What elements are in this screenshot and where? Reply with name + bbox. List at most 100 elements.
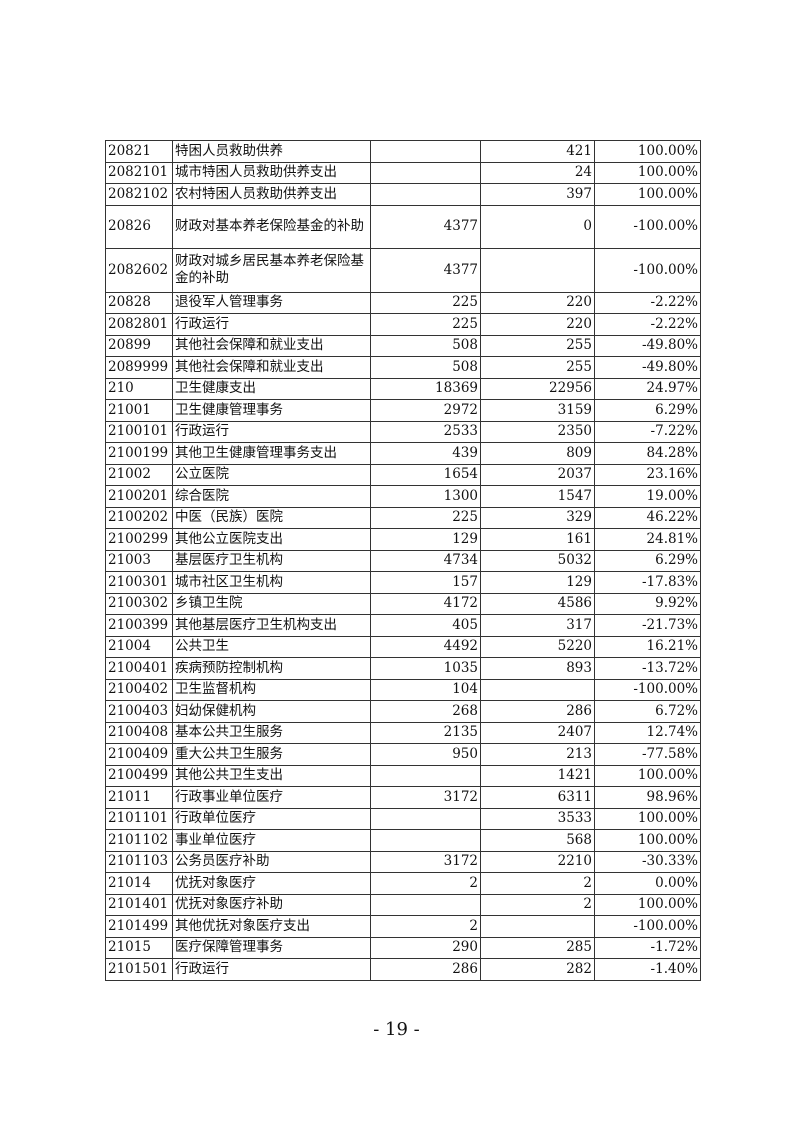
table-row: 20899 其他社会保障和就业支出 508 255 -49.80% <box>105 334 701 357</box>
table-row: 2082101 城市特困人员救助供养支出 24 100.00% <box>105 161 701 184</box>
prior-amount-cell: 4734 <box>370 549 481 572</box>
change-percent-cell: 24.97% <box>594 377 701 400</box>
item-name-cell: 基本公共卫生服务 <box>172 721 371 744</box>
change-percent-cell: 6.29% <box>594 549 701 572</box>
page-number: - 19 - <box>373 1019 420 1040</box>
current-amount-cell: 1547 <box>480 485 595 508</box>
change-percent-cell: 84.28% <box>594 442 701 465</box>
change-percent-cell: -7.22% <box>594 420 701 443</box>
item-name-cell: 城市社区卫生机构 <box>172 571 371 594</box>
item-code-cell: 210 <box>105 377 173 400</box>
current-amount-cell: 3159 <box>480 399 595 422</box>
table-row: 2082102 农村特困人员救助供养支出 397 100.00% <box>105 183 701 206</box>
current-amount-cell: 5220 <box>480 635 595 658</box>
item-code-cell: 21001 <box>105 399 173 422</box>
table-row: 2100499 其他公共卫生支出 1421 100.00% <box>105 764 701 787</box>
item-name-cell: 农村特困人员救助供养支出 <box>172 183 371 206</box>
item-name-cell: 其他公立医院支出 <box>172 528 371 551</box>
table-row: 2101401 优抚对象医疗补助 2 100.00% <box>105 893 701 916</box>
item-code-cell: 2100101 <box>105 420 173 443</box>
current-amount-cell: 286 <box>480 700 595 723</box>
item-code-cell: 2101103 <box>105 850 173 873</box>
current-amount-cell: 2407 <box>480 721 595 744</box>
item-name-cell: 其他基层医疗卫生机构支出 <box>172 614 371 637</box>
table-row: 21004 公共卫生 4492 5220 16.21% <box>105 635 701 658</box>
change-percent-cell: 23.16% <box>594 463 701 486</box>
change-percent-cell: 100.00% <box>594 764 701 787</box>
item-name-cell: 卫生监督机构 <box>172 678 371 701</box>
current-amount-cell <box>480 915 595 938</box>
current-amount-cell: 4586 <box>480 592 595 615</box>
prior-amount-cell: 4377 <box>370 248 481 293</box>
change-percent-cell: -100.00% <box>594 204 701 249</box>
change-percent-cell: 100.00% <box>594 183 701 206</box>
table-row: 2101101 行政单位医疗 3533 100.00% <box>105 807 701 830</box>
item-code-cell: 2101401 <box>105 893 173 916</box>
table-row: 2100301 城市社区卫生机构 157 129 -17.83% <box>105 571 701 594</box>
prior-amount-cell <box>370 183 481 206</box>
table-row: 2100199 其他卫生健康管理事务支出 439 809 84.28% <box>105 442 701 465</box>
table-row: 21014 优抚对象医疗 2 2 0.00% <box>105 872 701 895</box>
change-percent-cell: -100.00% <box>594 915 701 938</box>
prior-amount-cell <box>370 807 481 830</box>
table-row: 21002 公立医院 1654 2037 23.16% <box>105 463 701 486</box>
item-name-cell: 行政运行 <box>172 958 371 981</box>
item-name-cell: 乡镇卫生院 <box>172 592 371 615</box>
item-code-cell: 2100499 <box>105 764 173 787</box>
prior-amount-cell: 18369 <box>370 377 481 400</box>
prior-amount-cell: 2135 <box>370 721 481 744</box>
current-amount-cell: 282 <box>480 958 595 981</box>
change-percent-cell: 9.92% <box>594 592 701 615</box>
current-amount-cell: 161 <box>480 528 595 551</box>
item-name-cell: 优抚对象医疗补助 <box>172 893 371 916</box>
change-percent-cell: -77.58% <box>594 743 701 766</box>
item-code-cell: 20828 <box>105 291 173 314</box>
current-amount-cell: 809 <box>480 442 595 465</box>
prior-amount-cell: 405 <box>370 614 481 637</box>
table-row: 2100302 乡镇卫生院 4172 4586 9.92% <box>105 592 701 615</box>
change-percent-cell: -21.73% <box>594 614 701 637</box>
item-code-cell: 2100399 <box>105 614 173 637</box>
item-name-cell: 行政运行 <box>172 420 371 443</box>
change-percent-cell: 100.00% <box>594 829 701 852</box>
item-name-cell: 公共卫生 <box>172 635 371 658</box>
item-code-cell: 21003 <box>105 549 173 572</box>
item-code-cell: 20826 <box>105 204 173 249</box>
current-amount-cell: 5032 <box>480 549 595 572</box>
item-code-cell: 2100401 <box>105 657 173 680</box>
change-percent-cell: 16.21% <box>594 635 701 658</box>
prior-amount-cell <box>370 893 481 916</box>
item-code-cell: 2100299 <box>105 528 173 551</box>
prior-amount-cell: 950 <box>370 743 481 766</box>
item-code-cell: 2100301 <box>105 571 173 594</box>
change-percent-cell: -49.80% <box>594 356 701 379</box>
table-row: 2101102 事业单位医疗 568 100.00% <box>105 829 701 852</box>
current-amount-cell: 220 <box>480 313 595 336</box>
prior-amount-cell: 3172 <box>370 786 481 809</box>
table-row: 21003 基层医疗卫生机构 4734 5032 6.29% <box>105 549 701 572</box>
prior-amount-cell: 286 <box>370 958 481 981</box>
item-name-cell: 城市特困人员救助供养支出 <box>172 161 371 184</box>
table-row: 21015 医疗保障管理事务 290 285 -1.72% <box>105 936 701 959</box>
item-name-cell: 公务员医疗补助 <box>172 850 371 873</box>
item-code-cell: 2082602 <box>105 248 173 293</box>
table-row: 2100408 基本公共卫生服务 2135 2407 12.74% <box>105 721 701 744</box>
item-code-cell: 2100199 <box>105 442 173 465</box>
prior-amount-cell: 129 <box>370 528 481 551</box>
item-name-cell: 特困人员救助供养 <box>172 140 371 163</box>
item-code-cell: 2082801 <box>105 313 173 336</box>
change-percent-cell: 98.96% <box>594 786 701 809</box>
current-amount-cell: 2210 <box>480 850 595 873</box>
item-code-cell: 2100201 <box>105 485 173 508</box>
prior-amount-cell: 508 <box>370 334 481 357</box>
change-percent-cell: -1.72% <box>594 936 701 959</box>
current-amount-cell: 255 <box>480 334 595 357</box>
item-name-cell: 行政运行 <box>172 313 371 336</box>
current-amount-cell: 24 <box>480 161 595 184</box>
item-code-cell: 21011 <box>105 786 173 809</box>
change-percent-cell: -2.22% <box>594 291 701 314</box>
table-row: 2101499 其他优抚对象医疗支出 2 -100.00% <box>105 915 701 938</box>
change-percent-cell: -30.33% <box>594 850 701 873</box>
change-percent-cell: -1.40% <box>594 958 701 981</box>
change-percent-cell: 12.74% <box>594 721 701 744</box>
